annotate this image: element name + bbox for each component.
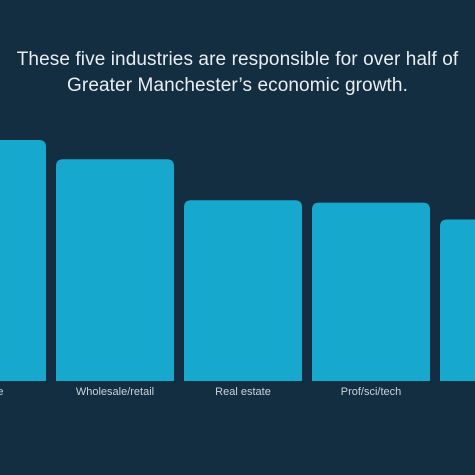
category-label-3: Prof/sci/tech	[341, 386, 402, 398]
chart-title-line-1: These five industries are responsible fo…	[16, 49, 459, 70]
bar-0	[0, 140, 46, 381]
category-label-2: Real estate	[215, 386, 271, 398]
bar-4	[440, 219, 475, 381]
chart-title: These five industries are responsible fo…	[0, 47, 475, 99]
chart-title-line-2: Greater Manchester’s economic growth.	[67, 75, 408, 96]
bar-3	[312, 202, 430, 381]
bar-1	[56, 159, 174, 381]
bar-2	[184, 200, 302, 381]
category-label-1: Wholesale/retail	[76, 386, 154, 398]
category-label-0: al care	[0, 386, 4, 398]
